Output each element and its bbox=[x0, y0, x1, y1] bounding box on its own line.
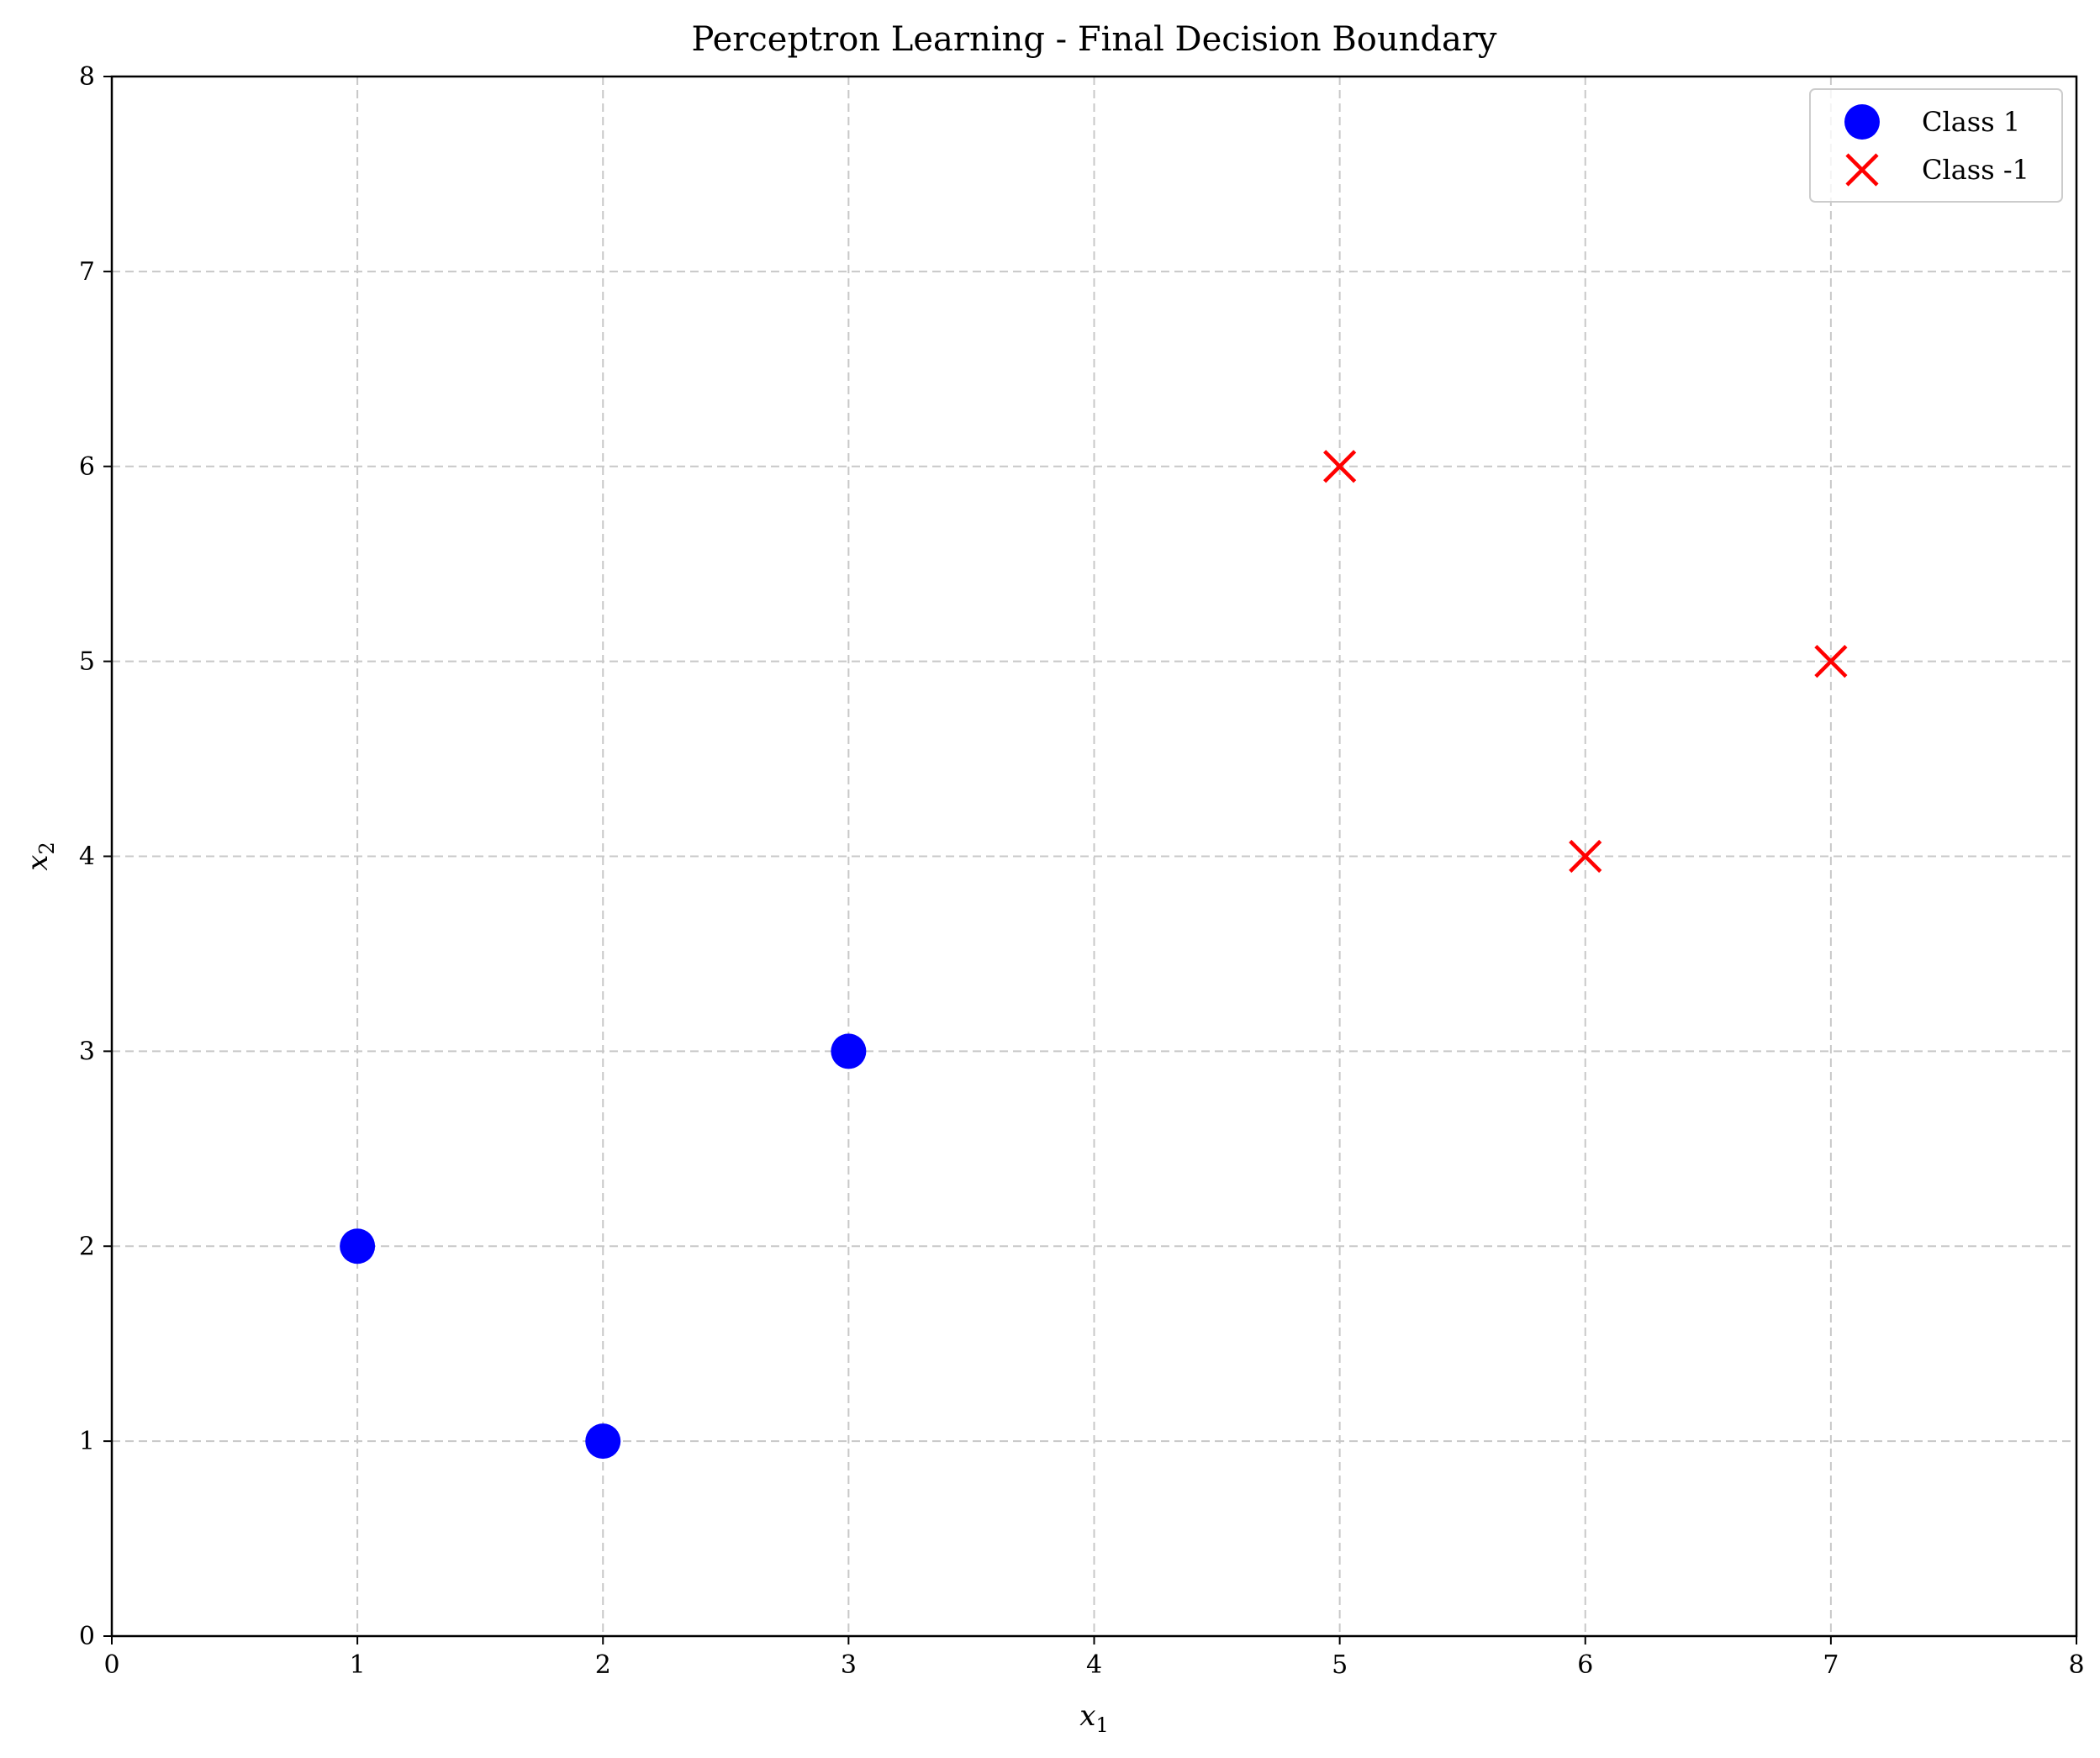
x-axis-label-main: x bbox=[1079, 1699, 1095, 1733]
point-class-1 bbox=[585, 1423, 621, 1460]
point-class-neg1 bbox=[1569, 839, 1602, 874]
x-marker-stroke bbox=[1814, 645, 1848, 678]
y-tick-label: 7 bbox=[79, 257, 95, 287]
x-tick-label: 7 bbox=[1823, 1650, 1839, 1680]
legend-marker-class-neg1 bbox=[1845, 153, 1879, 187]
x-tick-label: 0 bbox=[103, 1650, 119, 1680]
y-tick-label: 2 bbox=[79, 1232, 95, 1261]
y-tick-label: 1 bbox=[79, 1427, 95, 1456]
y-tick-label: 4 bbox=[79, 842, 95, 872]
x-tick-label: 3 bbox=[841, 1650, 857, 1680]
legend-items: Class 1 Class -1 bbox=[1844, 104, 2029, 187]
grid-lines bbox=[112, 77, 2076, 1636]
point-class-neg1 bbox=[1323, 450, 1357, 483]
legend-label: Class 1 bbox=[1922, 106, 2020, 138]
legend-label: Class -1 bbox=[1922, 154, 2029, 186]
x-marker-stroke bbox=[1845, 153, 1879, 187]
y-tick-label: 8 bbox=[79, 62, 95, 92]
x-axis-label: x1 bbox=[1079, 1699, 1108, 1737]
y-tick-label: 6 bbox=[79, 452, 95, 482]
y-axis-label: x2 bbox=[21, 842, 59, 870]
legend-marker-class-1 bbox=[1844, 104, 1880, 140]
point-class-neg1 bbox=[1814, 645, 1848, 678]
x-marker-stroke bbox=[1569, 839, 1602, 874]
point-class-1 bbox=[831, 1033, 867, 1069]
legend: Class 1 Class -1 bbox=[1809, 88, 2063, 203]
point-class-1 bbox=[340, 1228, 376, 1264]
x-tick-label: 8 bbox=[2068, 1650, 2084, 1680]
data-points bbox=[340, 450, 1848, 1460]
x-tick-label: 4 bbox=[1086, 1650, 1102, 1680]
x-tick-label: 1 bbox=[350, 1650, 366, 1680]
y-tick-label: 5 bbox=[79, 647, 95, 677]
y-axis-label-subscript: 2 bbox=[35, 842, 59, 854]
y-tick-label: 3 bbox=[79, 1037, 95, 1066]
axis-ticks: 0 1 2 3 4 5 6 7 8 0 1 2 3 4 5 6 7 8 bbox=[79, 62, 2085, 1680]
chart-title: Perceptron Learning - Final Decision Bou… bbox=[691, 20, 1496, 59]
y-axis-label-main: x bbox=[21, 855, 55, 871]
x-axis-label-subscript: 1 bbox=[1095, 1713, 1108, 1737]
x-marker-stroke bbox=[1323, 450, 1357, 483]
y-tick-label: 0 bbox=[79, 1622, 95, 1651]
x-tick-label: 6 bbox=[1577, 1650, 1593, 1680]
x-tick-label: 2 bbox=[595, 1650, 611, 1680]
x-tick-label: 5 bbox=[1332, 1650, 1348, 1680]
